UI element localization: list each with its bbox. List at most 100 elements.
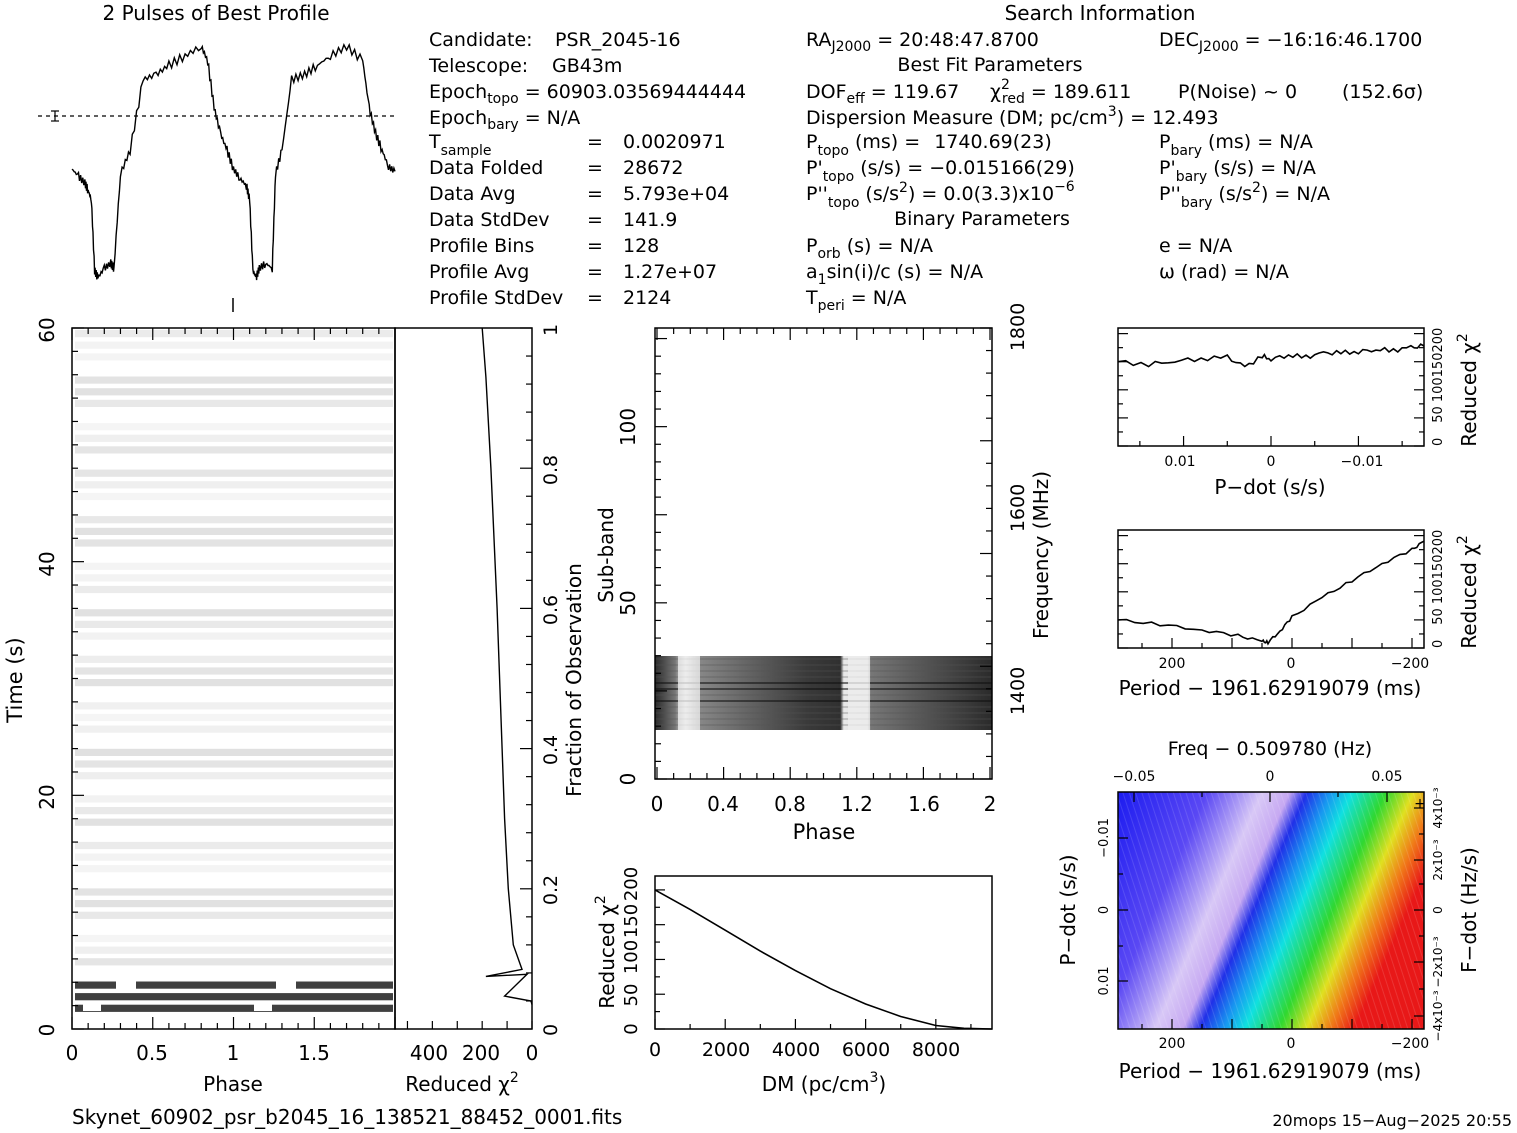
tp-xlabel: Phase <box>203 1072 263 1096</box>
omega: ω (rad) = N/A <box>1159 261 1289 283</box>
period-pdot-plane: + Freq − 0.509780 (Hz) −0.05 0 0.05 200 … <box>1056 738 1481 1083</box>
time-phase-row <box>75 958 393 966</box>
plane-ytick-2: −0.01 <box>1097 818 1112 858</box>
data-folded-label: Data Folded <box>429 157 543 179</box>
period-curve <box>1117 540 1425 646</box>
dec-label: DEC <box>1159 29 1199 51</box>
plane-top-tick-2: 0.05 <box>1371 769 1402 785</box>
chi2-time-plot: 400 200 0 Reduced χ2 0 0.2 0.4 0.6 0.8 1… <box>394 324 586 1096</box>
pd-ylabel-sup: 2 <box>1455 333 1471 342</box>
plane-ytick-0: 0.01 <box>1097 967 1112 996</box>
pp-ytick-4: 200 <box>1431 530 1446 555</box>
pd-xtick-1: 0 <box>1267 454 1276 470</box>
pd-topo-value: −0.015166(29) <box>929 157 1075 179</box>
pdd-topo: P''topo (s/s2) = 0.0(3.3)x10−6 <box>806 179 1075 211</box>
time-phase-row <box>75 574 393 582</box>
t-peri-sub: peri <box>818 298 845 314</box>
chi2-red: χ2 red = 189.611 <box>990 77 1131 107</box>
frac-tick-3: 0.6 <box>540 595 562 625</box>
subband-row <box>655 694 992 696</box>
data-stddev-label: Data StdDev <box>429 209 550 231</box>
time-phase-row <box>75 434 393 442</box>
period-frame <box>1117 529 1425 649</box>
dof-sub: eff <box>847 91 866 107</box>
data-avg-eq: = <box>587 183 603 205</box>
dec-sub: J2000 <box>1198 39 1239 55</box>
candidate-info: Candidate: PSR_2045-16 Telescope: GB43m … <box>428 29 746 309</box>
time-phase-row <box>75 760 393 768</box>
pd-bary-value: (s/s) = N/A <box>1213 157 1316 179</box>
dm-xtick-4: 8000 <box>912 1039 960 1061</box>
time-phase-row <box>75 667 393 675</box>
tp-ytick-2: 40 <box>35 551 59 576</box>
pulse-profile-plot <box>38 42 396 281</box>
t-peri-value: = N/A <box>851 287 907 309</box>
pd-xtick-0: 0.01 <box>1164 454 1195 470</box>
plane-rtick-2: 0 <box>1431 906 1445 914</box>
time-phase-row <box>75 795 393 803</box>
binary-title: Binary Parameters <box>894 208 1070 230</box>
tp-ytick-0: 0 <box>35 1024 59 1037</box>
subband-row <box>655 700 992 702</box>
time-phase-row <box>75 632 393 640</box>
p-noise: P(Noise) ~ 0 <box>1178 81 1297 103</box>
dm-label: Dispersion Measure (DM; pc/cm <box>806 107 1108 129</box>
time-phase-row <box>75 399 393 407</box>
subband-row <box>655 670 992 672</box>
pd-ytick-4: 200 <box>1431 328 1446 353</box>
pp-yticks: 0 50 100150200 <box>1431 530 1446 648</box>
pdd-bary-sub: bary <box>1181 195 1213 211</box>
ct-xtick-1: 200 <box>462 1041 500 1065</box>
chi2-label: χ <box>990 81 1001 103</box>
profile-avg-eq: = <box>587 261 603 283</box>
epoch-bary-sub: bary <box>487 117 519 133</box>
time-phase-frame <box>71 327 396 1030</box>
subband-row <box>655 658 992 660</box>
pd-topo-sub: topo <box>823 169 855 185</box>
p-topo-value: 1740.69(23) <box>934 131 1052 153</box>
t-peri-label: T <box>805 287 818 309</box>
fraction-label: Fraction of Observation <box>562 563 586 797</box>
pdd-topo-label: P'' <box>806 183 828 205</box>
timestamp: 20mops 15−Aug−2025 20:55 <box>1272 1111 1512 1130</box>
sb-xtick-1: 0.4 <box>707 792 739 816</box>
chi2-time-curve <box>481 327 533 1005</box>
sb-xtick-0: 0 <box>651 792 664 816</box>
dm-xlabel-sup: 3 <box>870 1070 879 1086</box>
telescope-label: Telescope: <box>428 55 528 77</box>
time-phase-row <box>75 341 393 349</box>
time-phase-row <box>75 353 393 361</box>
time-phase-row <box>75 865 393 873</box>
pdd-bary-label: P'' <box>1159 183 1181 205</box>
plane-xtick-0: 200 <box>1159 1036 1186 1052</box>
time-phase-row <box>75 423 393 431</box>
profile-bins-label: Profile Bins <box>429 235 534 257</box>
profile-title: 2 Pulses of Best Profile <box>103 1 330 25</box>
pd-ytick-3: 150 <box>1431 353 1446 378</box>
subband-row <box>655 664 992 666</box>
time-phase-row <box>75 516 393 524</box>
telescope-value: GB43m <box>552 55 622 77</box>
chi2-value: = 189.611 <box>1031 81 1132 103</box>
sb-ylabel: Sub-band <box>594 507 618 603</box>
plane-rtick-0: −4x10⁻³ <box>1431 990 1445 1041</box>
time-phase-row <box>75 807 393 815</box>
data-avg-value: 5.793e+04 <box>623 183 729 205</box>
dm-curve <box>654 889 993 1030</box>
time-phase-gap <box>276 979 296 989</box>
dm-xtick-3: 6000 <box>842 1039 890 1061</box>
frac-tick-1: 0.2 <box>540 875 562 905</box>
time-phase-row <box>75 562 393 570</box>
time-phase-row <box>75 492 393 501</box>
plane-best-marker: + <box>1414 796 1426 812</box>
time-phase-row <box>75 376 393 384</box>
pdd-bary-sup: 2 <box>1252 180 1261 196</box>
pd-xtick-2: −0.01 <box>1341 454 1384 470</box>
plane-texture <box>1118 792 1424 1029</box>
epoch-bary: Epochbary = N/A <box>429 107 580 133</box>
sb-xtick-5: 2 <box>984 792 997 816</box>
time-phase-row <box>75 841 393 850</box>
pp-ylabel: Reduced χ2 <box>1455 535 1481 649</box>
profile-bins-value: 128 <box>623 235 659 257</box>
profile-stddev-label: Profile StdDev <box>429 287 563 309</box>
